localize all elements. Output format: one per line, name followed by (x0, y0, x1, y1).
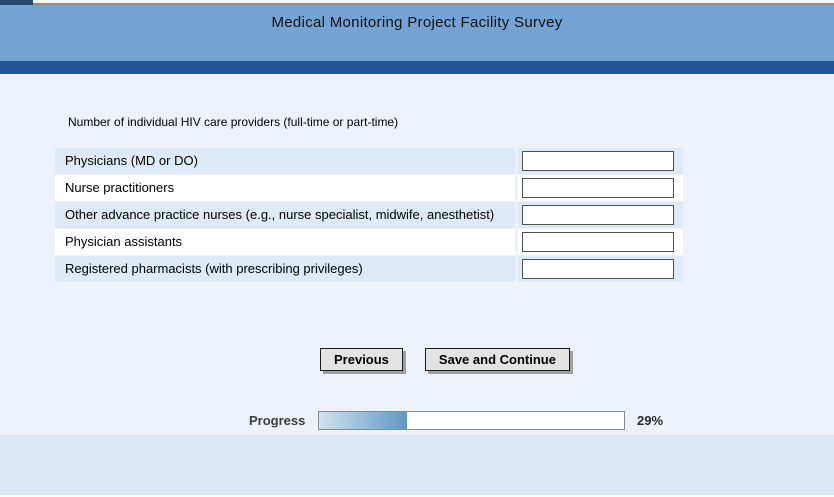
survey-header: Medical Monitoring Project Facility Surv… (0, 5, 834, 61)
advance-practice-nurses-input[interactable] (522, 205, 674, 225)
table-row: Registered pharmacists (with prescribing… (55, 256, 683, 282)
page-footer (0, 435, 834, 495)
row-label: Registered pharmacists (with prescribing… (55, 256, 515, 282)
row-label: Nurse practitioners (55, 175, 515, 201)
physicians-input[interactable] (522, 151, 674, 171)
main-content: Number of individual HIV care providers … (0, 74, 834, 435)
table-row: Physicians (MD or DO) (55, 148, 683, 174)
window-top-strip (0, 0, 834, 5)
progress-section: Progress 29% (249, 411, 834, 430)
table-row: Other advance practice nurses (e.g., nur… (55, 202, 683, 228)
table-row: Nurse practitioners (55, 175, 683, 201)
row-input-cell (518, 202, 683, 228)
provider-count-table: Physicians (MD or DO) Nurse practitioner… (55, 148, 683, 282)
nurse-practitioners-input[interactable] (522, 178, 674, 198)
navigation-buttons: Previous Save and Continue (320, 348, 834, 371)
row-input-cell (518, 175, 683, 201)
progress-fill (319, 412, 408, 429)
physician-assistants-input[interactable] (522, 232, 674, 252)
row-input-cell (518, 148, 683, 174)
row-label: Physician assistants (55, 229, 515, 255)
progress-percent: 29% (637, 413, 664, 428)
window-chrome-fragment (0, 0, 33, 5)
registered-pharmacists-input[interactable] (522, 259, 674, 279)
previous-button[interactable]: Previous (320, 348, 403, 371)
table-row: Physician assistants (55, 229, 683, 255)
progress-label: Progress (249, 413, 306, 428)
page-title: Medical Monitoring Project Facility Surv… (271, 14, 563, 31)
row-label: Physicians (MD or DO) (55, 148, 515, 174)
row-input-cell (518, 229, 683, 255)
question-text: Number of individual HIV care providers … (68, 115, 399, 129)
row-label: Other advance practice nurses (e.g., nur… (55, 202, 515, 228)
header-divider-stripe (0, 61, 834, 74)
progress-bar (318, 411, 625, 430)
row-input-cell (518, 256, 683, 282)
save-and-continue-button[interactable]: Save and Continue (424, 348, 570, 371)
